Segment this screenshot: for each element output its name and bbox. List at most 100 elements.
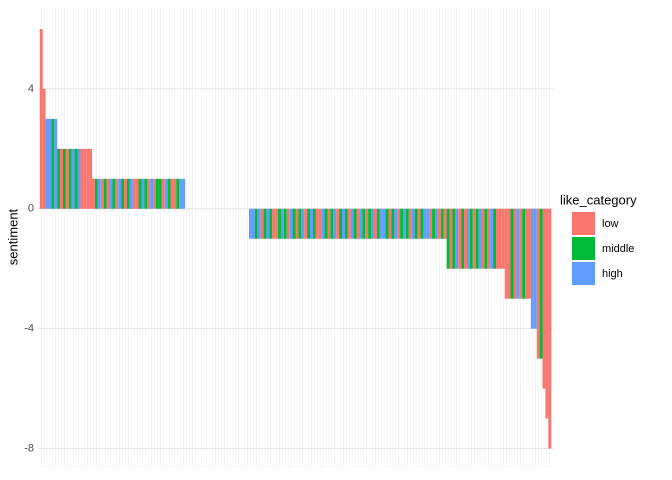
bar bbox=[498, 208, 502, 269]
bar bbox=[455, 208, 459, 269]
bar bbox=[362, 208, 366, 239]
bar bbox=[269, 208, 273, 239]
bar bbox=[461, 208, 465, 269]
bar bbox=[452, 208, 456, 269]
y-tick-label: -8 bbox=[24, 442, 34, 454]
bar bbox=[138, 178, 142, 209]
bar bbox=[106, 178, 110, 209]
bar bbox=[182, 178, 186, 209]
legend-key bbox=[572, 237, 595, 260]
bar bbox=[179, 178, 183, 209]
bar bbox=[318, 208, 322, 239]
bar bbox=[144, 178, 148, 209]
bar bbox=[248, 208, 252, 239]
y-tick-label: 0 bbox=[28, 203, 34, 215]
bar bbox=[298, 208, 302, 239]
bar bbox=[295, 208, 299, 239]
bar bbox=[62, 148, 66, 209]
bar bbox=[388, 208, 392, 239]
bar bbox=[443, 208, 447, 239]
bar bbox=[283, 208, 287, 239]
bar bbox=[39, 28, 43, 209]
bar bbox=[504, 208, 508, 299]
bar bbox=[129, 178, 133, 209]
bar bbox=[533, 208, 537, 329]
bar bbox=[51, 118, 55, 209]
bar bbox=[278, 208, 281, 239]
bar bbox=[510, 208, 514, 299]
bar bbox=[86, 148, 90, 209]
bar bbox=[48, 118, 52, 209]
bar bbox=[536, 208, 540, 359]
bar bbox=[513, 208, 517, 299]
y-tick-label: -4 bbox=[24, 323, 34, 335]
bar bbox=[490, 208, 494, 269]
bar bbox=[446, 208, 450, 269]
y-axis-label: sentiment bbox=[5, 208, 20, 265]
bar bbox=[347, 208, 351, 239]
bar bbox=[353, 208, 357, 239]
y-tick-label: 4 bbox=[28, 83, 34, 95]
bar bbox=[121, 178, 125, 209]
bar bbox=[42, 88, 46, 209]
bar bbox=[400, 208, 404, 239]
bar bbox=[304, 208, 308, 239]
bar bbox=[542, 208, 546, 389]
bar bbox=[539, 208, 543, 359]
bar bbox=[45, 118, 49, 209]
bar bbox=[481, 208, 485, 269]
bar bbox=[103, 178, 107, 209]
bar bbox=[528, 208, 531, 299]
bar bbox=[525, 208, 529, 299]
bar bbox=[310, 208, 313, 239]
bar bbox=[496, 208, 499, 269]
bar bbox=[373, 208, 377, 239]
bar bbox=[312, 208, 316, 239]
bar bbox=[266, 208, 270, 239]
bar bbox=[432, 208, 436, 239]
bar bbox=[359, 208, 363, 239]
bar bbox=[301, 208, 305, 239]
bar bbox=[376, 208, 380, 239]
legend-title: like_category bbox=[560, 192, 637, 207]
bar bbox=[339, 208, 343, 239]
bar bbox=[161, 178, 165, 209]
bar bbox=[132, 178, 136, 209]
bar bbox=[449, 208, 453, 269]
bar bbox=[417, 208, 421, 239]
bar bbox=[330, 208, 334, 239]
bar bbox=[466, 208, 470, 269]
bar bbox=[263, 208, 267, 239]
bar bbox=[423, 208, 427, 239]
bar bbox=[80, 148, 84, 209]
bar bbox=[167, 178, 171, 209]
bar bbox=[382, 208, 386, 239]
bar bbox=[435, 208, 438, 239]
bar bbox=[429, 208, 433, 239]
bar bbox=[135, 178, 139, 209]
bar bbox=[307, 208, 311, 239]
bar bbox=[487, 208, 491, 269]
bar bbox=[97, 178, 101, 209]
bar bbox=[118, 178, 122, 209]
bar bbox=[464, 208, 467, 269]
bar bbox=[391, 208, 395, 239]
bar bbox=[385, 208, 389, 239]
legend-key bbox=[572, 212, 595, 235]
bar bbox=[315, 208, 319, 239]
bar bbox=[408, 208, 412, 239]
bar bbox=[124, 178, 127, 209]
bar bbox=[155, 178, 159, 209]
bar bbox=[115, 178, 119, 209]
bar bbox=[394, 208, 398, 239]
bar bbox=[280, 208, 284, 239]
bar bbox=[437, 208, 441, 239]
bar bbox=[519, 208, 523, 299]
bar bbox=[275, 208, 279, 239]
bar bbox=[289, 208, 293, 239]
bar bbox=[403, 208, 406, 239]
bar bbox=[344, 208, 348, 239]
bar bbox=[147, 178, 151, 209]
bar bbox=[458, 208, 462, 269]
